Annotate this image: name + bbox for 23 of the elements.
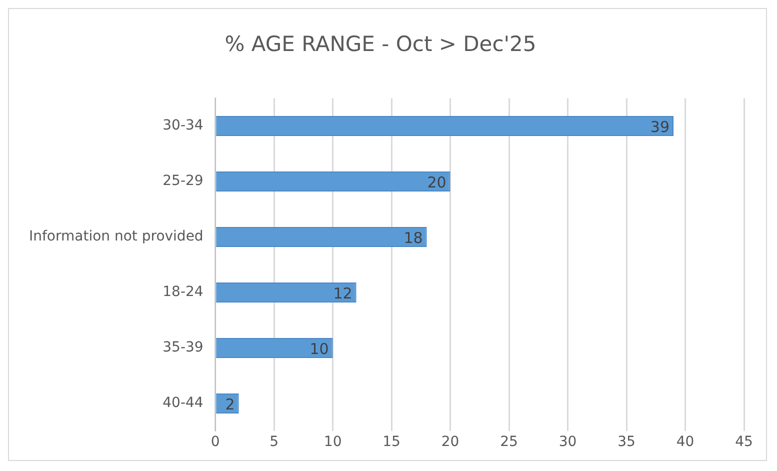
data-label: 10 [310, 340, 329, 358]
data-label: 12 [333, 284, 352, 302]
x-tick-label: 25 [500, 434, 518, 450]
x-tick-label: 10 [324, 434, 342, 450]
data-label: 20 [427, 173, 446, 192]
y-tick-label: 25-29 [162, 173, 204, 190]
chart-title: % AGE RANGE - Oct > Dec'25 [224, 32, 536, 56]
data-label: 2 [225, 395, 235, 414]
y-tick-label: 35-39 [162, 340, 204, 356]
x-tick-label: 20 [441, 434, 460, 450]
y-tick-label: 40-44 [162, 395, 204, 412]
y-tick-label: Information not provided [28, 228, 204, 245]
y-tick-label: 30-34 [162, 118, 204, 134]
x-tick-label: 40 [676, 434, 694, 450]
data-label: 39 [650, 118, 670, 136]
x-tick-label: 5 [270, 434, 279, 450]
x-tick-label: 45 [735, 434, 753, 450]
x-tick-label: 35 [618, 434, 636, 450]
x-tick-label: 15 [382, 434, 400, 450]
x-tick-label: 30 [558, 434, 577, 450]
x-tick-label: 0 [210, 434, 220, 450]
y-tick-label: 18-24 [162, 284, 204, 300]
data-label: 18 [404, 228, 423, 247]
